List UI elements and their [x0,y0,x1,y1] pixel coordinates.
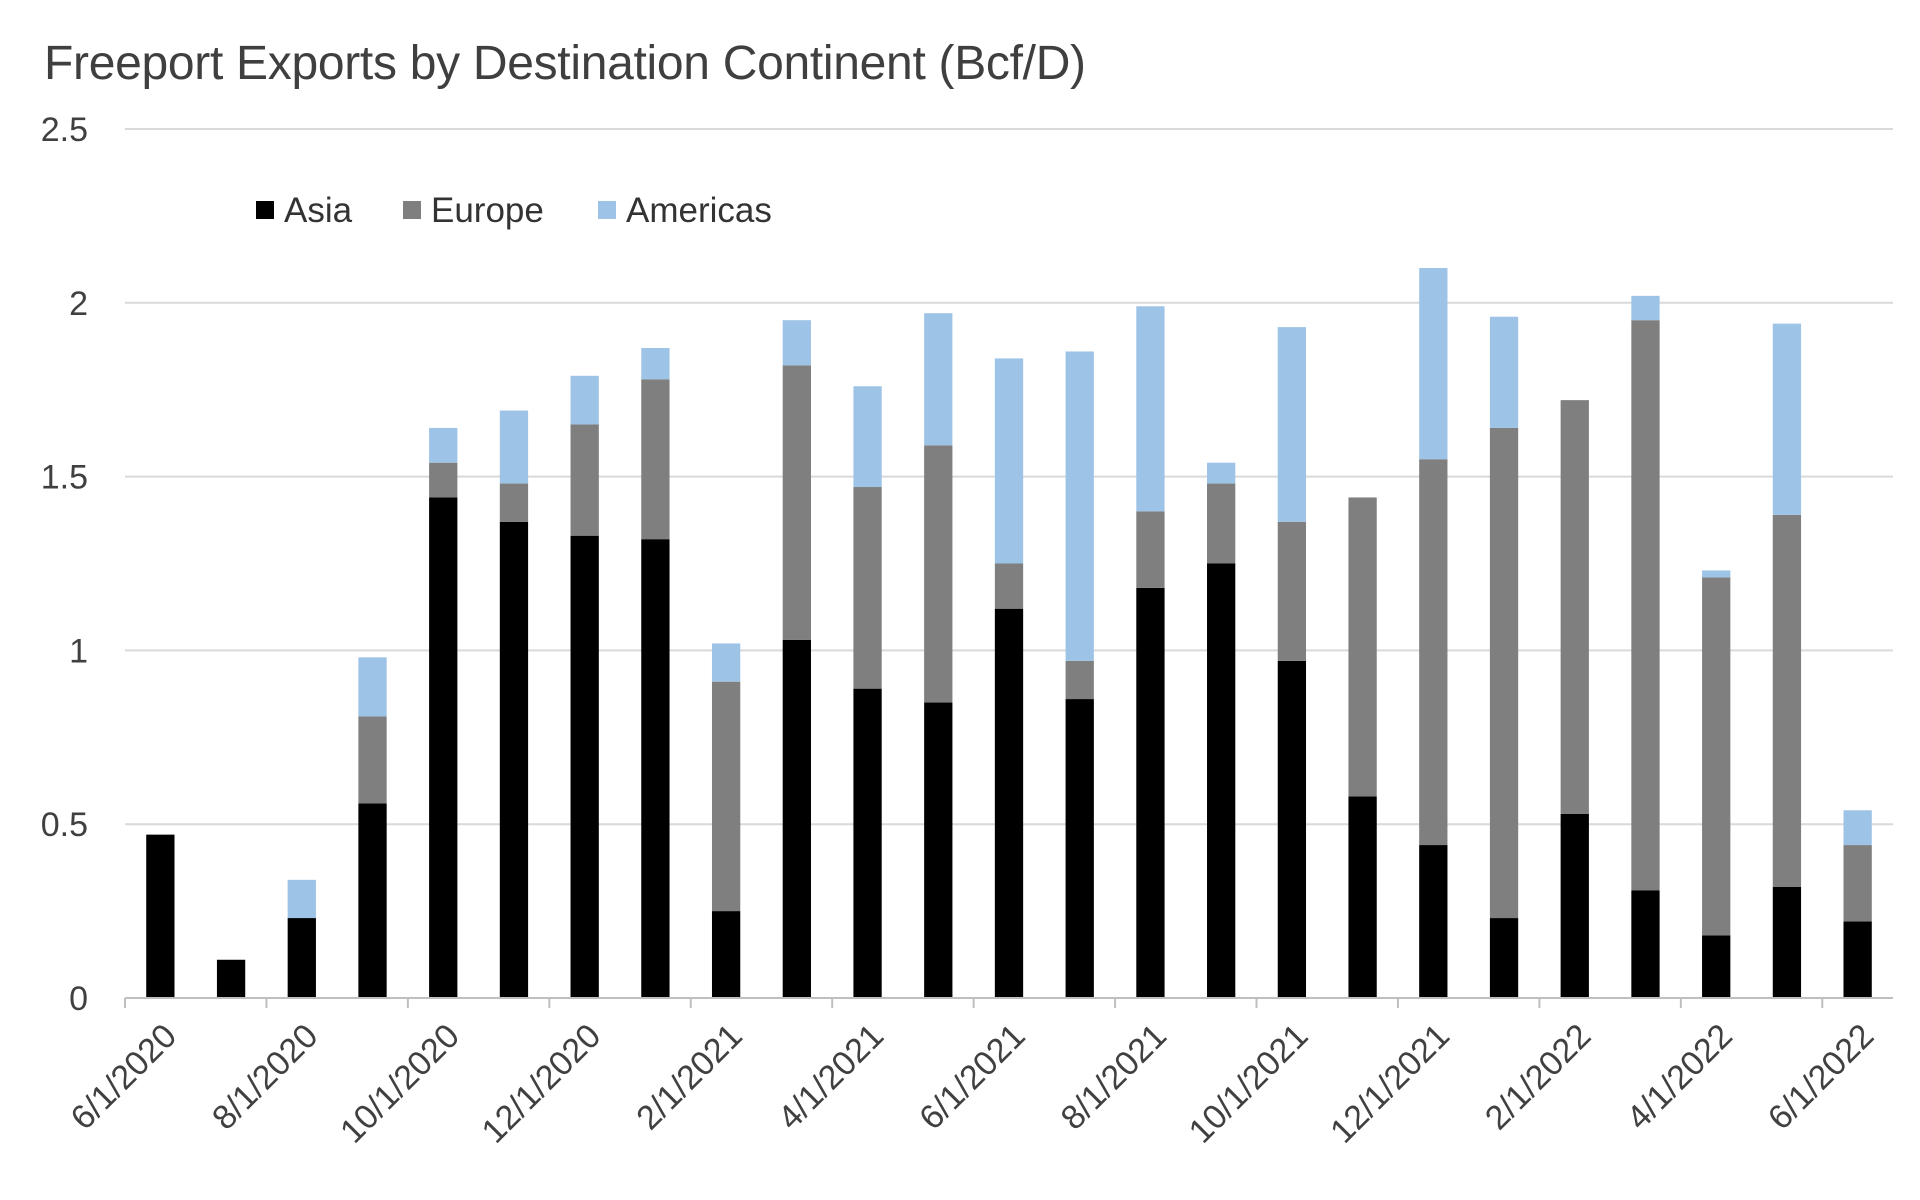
bar-europe [1065,660,1094,700]
bar-americas [782,320,811,366]
bar-americas [1065,351,1094,661]
bar-europe [1207,483,1236,564]
y-tick-label: 0 [69,980,88,1018]
bar-asia [1772,886,1802,998]
bar-americas [641,347,670,380]
bar-asia [358,803,387,998]
legend-swatch-europe [403,201,421,219]
bar-asia [1489,918,1519,998]
legend-label-americas: Americas [626,191,772,230]
x-tick-label: 8/1/2021 [1054,1017,1174,1137]
bars-group [146,268,1872,998]
bar-asia [1207,563,1236,998]
bar-europe [1136,511,1165,588]
bar-americas [1772,323,1802,515]
bar-asia [1136,587,1165,998]
bar-asia [1419,845,1448,998]
bar-asia [1843,921,1872,998]
bar-europe [1419,459,1448,846]
bar-americas [499,410,529,484]
bar-asia [1065,699,1094,998]
legend-swatch-americas [598,201,616,219]
x-tick-label: 8/1/2020 [205,1017,325,1137]
bar-asia [994,608,1024,998]
bar-europe [994,563,1024,609]
bar-europe [1348,497,1377,797]
bar-americas [853,386,882,488]
bar-europe [358,716,387,804]
x-tick-label: 10/1/2020 [333,1017,467,1151]
bar-asia [499,521,529,998]
bar-americas [287,879,316,919]
bar-asia [570,535,599,998]
x-tick-label: 12/1/2021 [1323,1017,1457,1151]
bar-asia [853,688,882,998]
legend: Asia Europe Americas [256,191,772,230]
bar-asia [1277,660,1307,998]
bar-americas [994,358,1024,564]
bar-americas [1419,268,1448,460]
bar-europe [1843,845,1872,922]
bar-europe [782,365,811,640]
bar-americas [570,375,599,425]
bar-europe [1702,577,1731,936]
chart-title: Freeport Exports by Destination Continen… [44,37,1086,90]
bar-europe [1489,427,1519,919]
x-tick-label: 12/1/2020 [475,1017,609,1151]
bar-americas [1136,306,1165,512]
bar-americas [711,643,741,682]
bar-europe [1277,521,1307,661]
bar-europe [570,424,599,536]
bar-asia [1702,935,1731,998]
bar-americas [1277,327,1307,522]
bar-americas [1843,810,1872,846]
bar-asia [429,497,458,998]
bar-europe [429,462,458,498]
y-tick-label: 2.5 [41,111,88,149]
bar-asia [782,639,811,998]
bar-asia [287,918,316,998]
y-tick-label: 2 [69,285,88,323]
bar-asia [711,911,741,998]
legend-swatch-asia [256,201,274,219]
bar-europe [711,681,741,912]
legend-label-europe: Europe [431,191,544,230]
x-tick-label: 6/1/2021 [912,1017,1032,1137]
bar-europe [1560,400,1589,814]
legend-label-asia: Asia [284,191,353,230]
y-tick-label: 1 [69,632,88,670]
bar-asia [216,959,246,998]
bar-americas [1207,462,1236,484]
bar-asia [1560,813,1589,998]
bar-americas [1631,295,1660,321]
bar-europe [499,483,529,522]
bar-americas [1489,316,1519,428]
bar-europe [924,445,953,703]
bar-americas [429,427,458,463]
bar-americas [358,657,387,717]
x-tick-label: 2/1/2022 [1478,1017,1598,1137]
x-tick-label: 10/1/2021 [1182,1017,1316,1151]
y-tick-label: 0.5 [41,806,88,844]
bar-asia [924,702,953,998]
x-tick-label: 6/1/2022 [1761,1017,1881,1137]
x-tick-label: 4/1/2021 [771,1017,891,1137]
x-tick-label: 4/1/2022 [1619,1017,1739,1137]
bar-asia [1348,796,1377,998]
x-tick-label: 2/1/2021 [629,1017,749,1137]
bar-europe [1772,514,1802,887]
bar-americas [924,313,953,446]
bar-americas [1702,570,1731,578]
x-tick-label: 6/1/2020 [64,1017,184,1137]
bar-asia [1631,890,1660,998]
bar-europe [1631,320,1660,891]
bar-europe [853,487,882,689]
bar-asia [641,539,670,998]
axes: 00.511.522.56/1/2020 8/1/2020 10/1/2020 12/… [41,111,1893,1151]
bar-asia [146,834,175,998]
bar-europe [641,379,670,540]
y-tick-label: 1.5 [41,459,88,497]
